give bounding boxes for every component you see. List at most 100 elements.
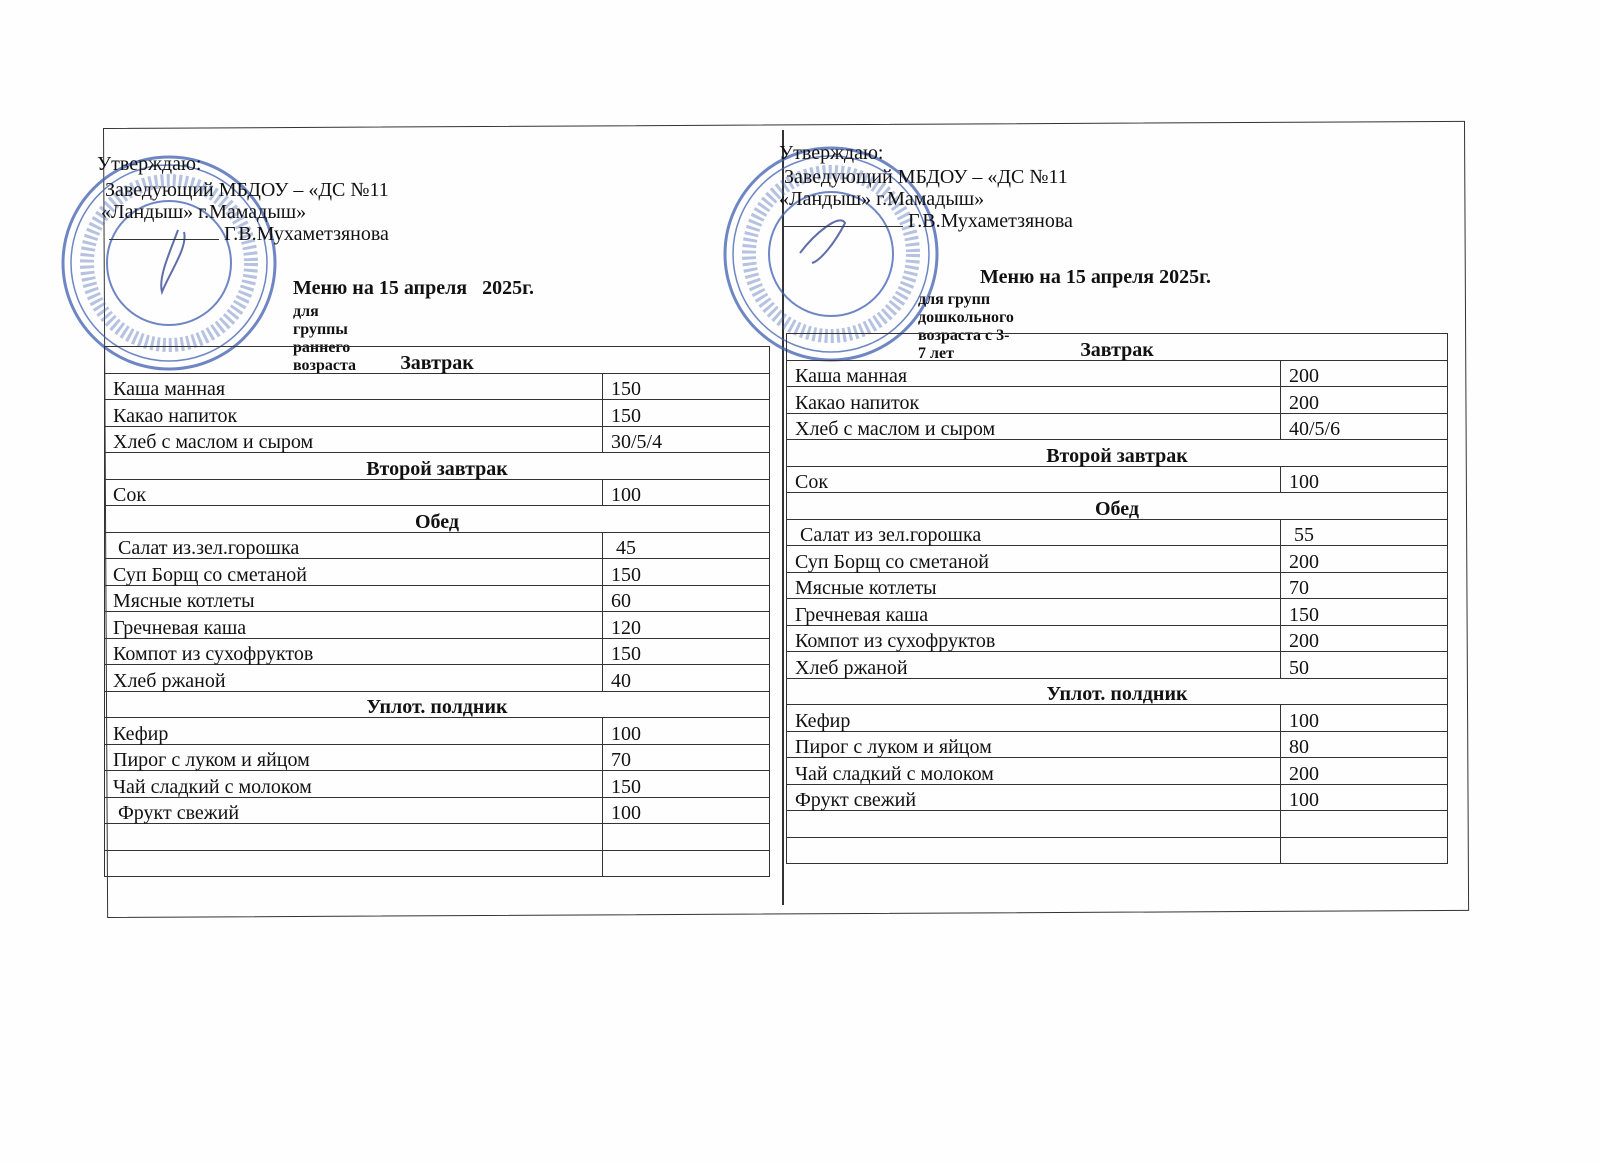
dish-row: Суп Борщ со сметаной 150 [104,558,770,586]
portion-value: 100 [1280,704,1448,732]
dish-row: Кефир 100 [786,704,1448,732]
dish-name: Пирог с луком и яйцом [104,743,603,771]
portion-value: 55 [1280,518,1448,546]
portion-value: 150 [602,372,770,400]
portion-value [602,823,770,851]
dish-name: Фрукт свежий [786,783,1281,811]
portion-value: 70 [1280,571,1448,599]
portion-value: 100 [1280,465,1448,493]
portion-value [602,849,770,877]
position-label: Заведующий МБДОУ – «ДС №11 [784,166,1068,188]
dish-row: Сок 100 [104,478,770,506]
dish-name: Сок [104,478,603,506]
dish-row [786,836,1448,864]
section-row: Второй завтрак [786,439,1448,467]
dish-name: Салат из зел.горошка [786,518,1281,546]
portion-value: 45 [602,531,770,559]
portion-value [1280,810,1448,838]
portion-value: 200 [1280,545,1448,573]
portion-value: 100 [602,717,770,745]
portion-value: 40/5/6 [1280,412,1448,440]
approval-block: Утверждаю: Заведующий МБДОУ – «ДС №11 «Л… [97,153,389,245]
dish-name [786,810,1281,838]
portion-value: 100 [602,478,770,506]
dish-name: Каша манная [786,359,1281,387]
dish-row: Гречневая каша 120 [104,611,770,639]
portion-value: 150 [602,770,770,798]
portion-value: 50 [1280,651,1448,679]
dish-row: Каша манная 150 [104,372,770,400]
section-row: Обед [104,505,770,533]
dish-name: Хлеб ржаной [786,651,1281,679]
section-title: Завтрак [104,346,770,374]
dish-name: Кефир [786,704,1281,732]
portion-value: 150 [602,399,770,427]
dish-row: Сок 100 [786,465,1448,493]
dish-row: Кефир 100 [104,717,770,745]
portion-value: 200 [1280,624,1448,652]
dish-name: Какао напиток [104,399,603,427]
dish-row: Хлеб ржаной 40 [104,664,770,692]
dish-row: Чай сладкий с молоком 150 [104,770,770,798]
dish-name: Салат из.зел.горошка [104,531,603,559]
dish-name: Суп Борщ со сметаной [104,558,603,586]
dish-name: Чай сладкий с молоком [786,757,1281,785]
dish-name: Какао напиток [786,386,1281,414]
dish-name: Чай сладкий с молоком [104,770,603,798]
dish-row: Хлеб с маслом и сыром 30/5/4 [104,425,770,453]
approve-label: Утверждаю: [779,142,884,164]
section-title: Уплот. полдник [786,677,1448,705]
seal-stamp-icon [61,155,277,371]
dish-row: Салат из.зел.горошка 45 [104,531,770,559]
portion-value: 150 [602,637,770,665]
dish-row: Компот из сухофруктов 200 [786,624,1448,652]
dish-row: Фрукт свежий 100 [786,783,1448,811]
dish-name: Гречневая каша [104,611,603,639]
dish-row: Какао напиток 200 [786,386,1448,414]
portion-value: 60 [602,584,770,612]
dish-row: Гречневая каша 150 [786,598,1448,626]
org-label: «Ландыш» г.Мамадыш» [779,188,985,210]
section-row: Обед [786,492,1448,520]
dish-row: Каша манная 200 [786,359,1448,387]
column-divider [782,130,784,905]
portion-value: 150 [1280,598,1448,626]
portion-value: 30/5/4 [602,425,770,453]
dish-row: Хлеб ржаной 50 [786,651,1448,679]
dish-name: Компот из сухофруктов [786,624,1281,652]
section-title: Обед [104,505,770,533]
portion-value: 200 [1280,359,1448,387]
portion-value: 150 [602,558,770,586]
signer-name: Г.В.Мухаметзянова [908,210,1073,232]
dish-row: Чай сладкий с молоком 200 [786,757,1448,785]
dish-row: Компот из сухофруктов 150 [104,637,770,665]
section-title: Второй завтрак [104,452,770,480]
dish-name [786,836,1281,864]
dish-name: Хлеб с маслом и сыром [786,412,1281,440]
section-title: Обед [786,492,1448,520]
approve-label: Утверждаю: [97,153,202,175]
dish-name: Сок [786,465,1281,493]
dish-name: Суп Борщ со сметаной [786,545,1281,573]
section-title: Завтрак [786,333,1448,361]
dish-row [786,810,1448,838]
dish-name: Гречневая каша [786,598,1281,626]
dish-row: Пирог с луком и яйцом 70 [104,743,770,771]
dish-row: Салат из зел.горошка 55 [786,518,1448,546]
dish-name [104,849,603,877]
portion-value: 70 [602,743,770,771]
dish-name: Мясные котлеты [786,571,1281,599]
menu-table: Завтрак Каша манная 200 Какао напиток 200 Хле… [786,333,1448,864]
portion-value: 100 [602,796,770,824]
dish-row: Мясные котлеты 60 [104,584,770,612]
dish-name: Каша манная [104,372,603,400]
portion-value: 40 [602,664,770,692]
section-title: Второй завтрак [786,439,1448,467]
dish-row: Мясные котлеты 70 [786,571,1448,599]
approval-block: Утверждаю: Заведующий МБДОУ – «ДС №11 «Л… [779,142,1073,232]
dish-name: Пирог с луком и яйцом [786,730,1281,758]
signer-name: Г.В.Мухаметзянова [224,223,389,245]
section-row: Уплот. полдник [104,690,770,718]
portion-value: 200 [1280,386,1448,414]
